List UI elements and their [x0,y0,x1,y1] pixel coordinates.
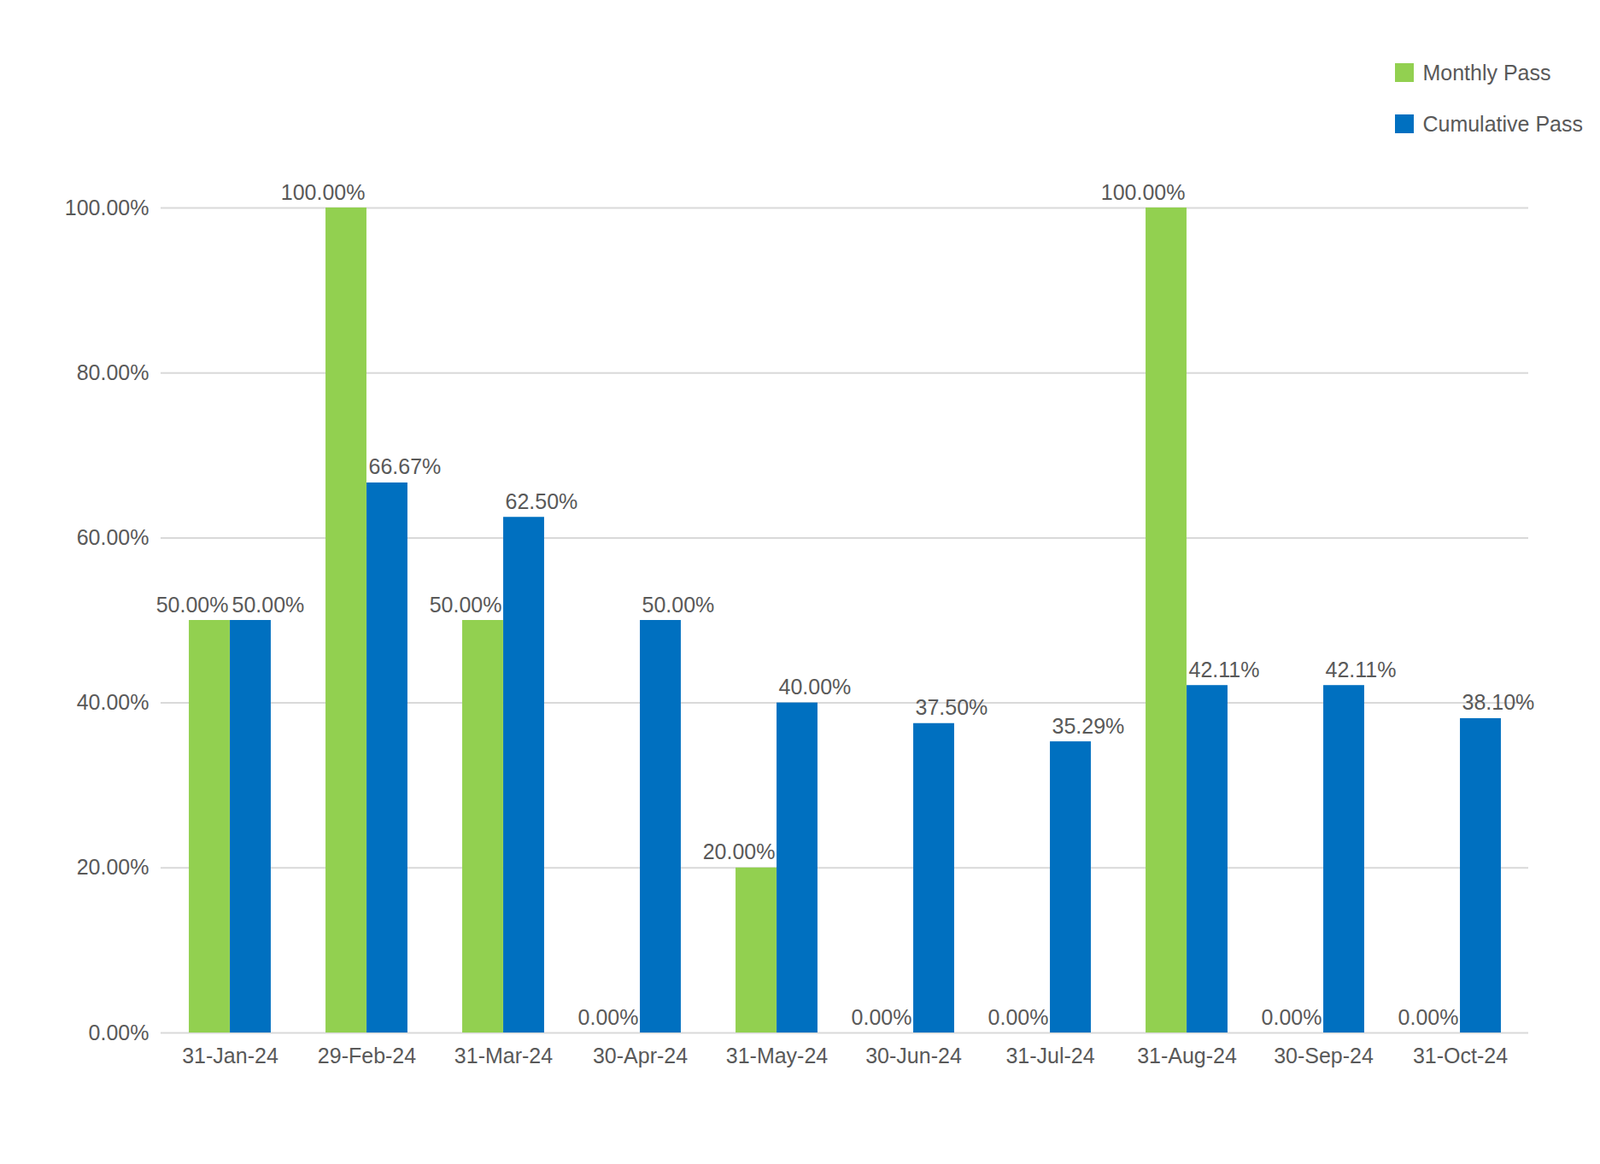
html-text:Cumulative Pass: Cumulative Pass [1422,111,1583,136]
svg-text:42.11%: 42.11% [1189,657,1261,682]
svg-text:0.00%: 0.00% [1398,1005,1460,1030]
svg-text:31-May-24: 31-May-24 [726,1043,829,1068]
svg-text:100.00%: 100.00% [64,195,150,220]
svg-text:42.11%: 42.11% [1325,657,1397,682]
svg-text:50.00%: 50.00% [429,592,503,617]
svg-text:35.29%: 35.29% [1052,714,1126,739]
svg-text:40.00%: 40.00% [779,674,852,699]
svg-text:0.00%: 0.00% [851,1005,913,1030]
svg-text:30-Apr-24: 30-Apr-24 [592,1043,688,1068]
svg-text:31-Oct-24: 31-Oct-24 [1412,1043,1508,1068]
svg-text:31-Mar-24: 31-Mar-24 [454,1043,553,1068]
svg-text:80.00%: 80.00% [76,360,150,385]
svg-text:30-Sep-24: 30-Sep-24 [1273,1043,1374,1068]
svg-text:0.00%: 0.00% [88,1020,150,1045]
svg-text:20.00%: 20.00% [703,839,776,864]
svg-text:62.50%: 62.50% [505,489,579,514]
svg-text:20.00%: 20.00% [76,855,150,880]
svg-text:50.00%: 50.00% [232,592,305,617]
svg-text:31-Jan-24: 31-Jan-24 [181,1043,279,1068]
svg-text:100.00%: 100.00% [1101,180,1186,205]
svg-text:0.00%: 0.00% [988,1005,1050,1030]
svg-text:0.00%: 0.00% [578,1005,639,1030]
svg-text:31-Aug-24: 31-Aug-24 [1136,1043,1237,1068]
svg-text:29-Feb-24: 29-Feb-24 [317,1043,417,1068]
html-text:Monthly Pass: Monthly Pass [1422,60,1551,85]
svg-text:37.50%: 37.50% [915,695,989,720]
svg-text:40.00%: 40.00% [76,690,150,715]
svg-text:50.00%: 50.00% [642,592,716,617]
svg-text:30-Jun-24: 30-Jun-24 [865,1043,962,1068]
svg-text:100.00%: 100.00% [281,180,366,205]
svg-text:50.00%: 50.00% [156,592,229,617]
svg-text:38.10%: 38.10% [1462,690,1536,715]
svg-text:66.67%: 66.67% [369,454,442,479]
svg-text:0.00%: 0.00% [1261,1005,1323,1030]
svg-text:31-Jul-24: 31-Jul-24 [1005,1043,1095,1068]
svg-text:60.00%: 60.00% [76,525,150,550]
